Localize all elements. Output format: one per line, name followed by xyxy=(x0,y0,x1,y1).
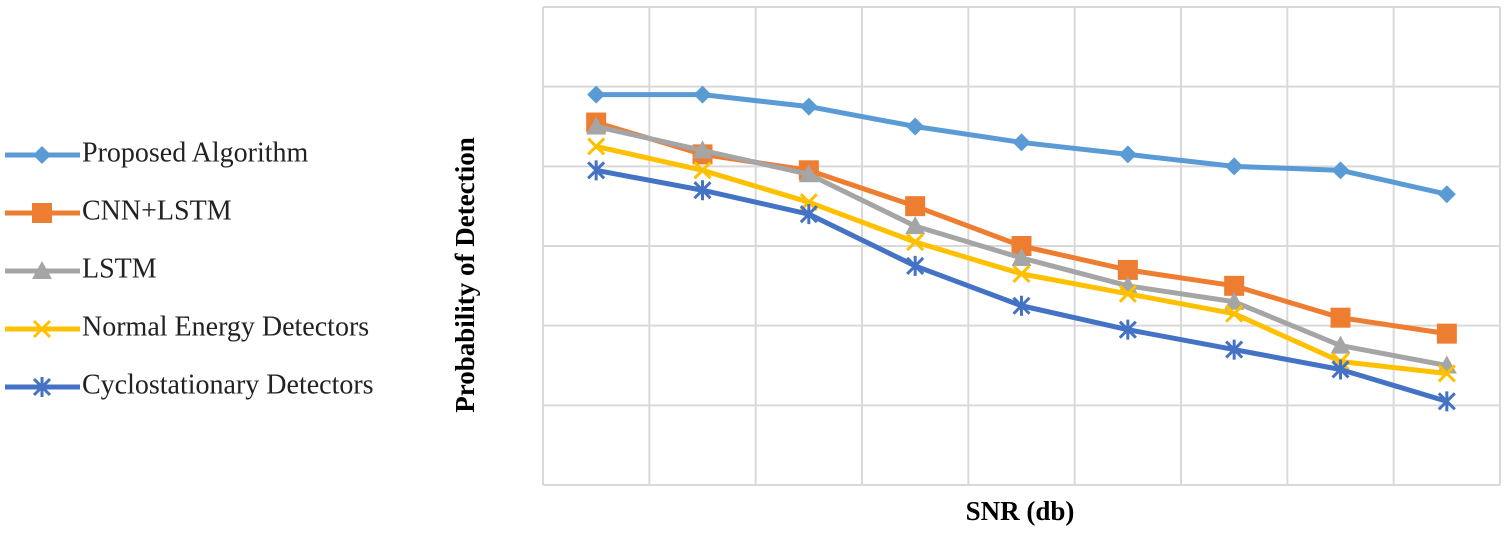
marker xyxy=(906,232,925,252)
marker xyxy=(798,164,819,183)
marker xyxy=(906,255,925,276)
marker xyxy=(587,160,606,181)
marker xyxy=(693,180,712,201)
legend-label: LSTM xyxy=(82,253,157,284)
marker xyxy=(693,85,712,104)
marker xyxy=(693,161,712,180)
series xyxy=(587,85,1456,204)
legend-label: Normal Energy Detectors xyxy=(82,311,369,342)
marker xyxy=(905,196,926,217)
series-line xyxy=(595,167,1448,404)
marker xyxy=(1331,161,1350,180)
marker xyxy=(1437,391,1456,412)
marker xyxy=(32,319,52,339)
y-axis-label: Probability of Detection xyxy=(450,137,480,412)
legend-label: Cyclostationary Detectors xyxy=(82,369,374,400)
series xyxy=(587,160,1456,412)
marker xyxy=(1117,259,1138,280)
marker xyxy=(692,140,713,159)
marker xyxy=(587,85,606,104)
marker xyxy=(1012,264,1031,283)
legend-label: CNN+LSTM xyxy=(82,195,232,226)
marker xyxy=(1224,275,1245,296)
marker xyxy=(32,203,52,223)
marker xyxy=(1118,319,1137,340)
marker xyxy=(586,116,607,135)
marker xyxy=(33,146,51,164)
marker xyxy=(1437,364,1456,383)
marker xyxy=(1118,145,1137,164)
marker xyxy=(799,204,818,225)
marker xyxy=(799,97,818,116)
marker xyxy=(1331,359,1350,380)
marker xyxy=(1012,133,1031,152)
x-axis-label: SNR (db) xyxy=(966,496,1075,526)
marker xyxy=(1436,323,1457,344)
marker xyxy=(32,377,52,397)
marker xyxy=(1225,304,1244,323)
marker xyxy=(32,261,52,279)
marker xyxy=(1012,295,1031,316)
marker xyxy=(1011,236,1032,256)
marker xyxy=(1225,157,1244,176)
marker xyxy=(587,137,606,156)
legend: Proposed Algorithm CNN+LSTM LSTM Normal Ene… xyxy=(5,137,374,400)
marker xyxy=(1118,284,1137,303)
marker xyxy=(905,216,926,235)
marker xyxy=(906,117,925,136)
marker xyxy=(1437,185,1456,204)
marker xyxy=(1330,307,1351,328)
marker xyxy=(1011,247,1032,266)
marker xyxy=(1225,339,1244,360)
marker xyxy=(1330,335,1351,354)
legend-label: Proposed Algorithm xyxy=(82,137,309,168)
marker xyxy=(1224,291,1245,310)
